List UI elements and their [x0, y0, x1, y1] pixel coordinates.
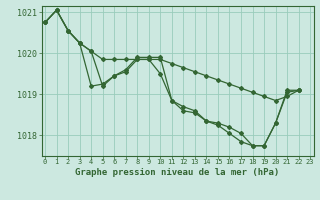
X-axis label: Graphe pression niveau de la mer (hPa): Graphe pression niveau de la mer (hPa): [76, 168, 280, 177]
